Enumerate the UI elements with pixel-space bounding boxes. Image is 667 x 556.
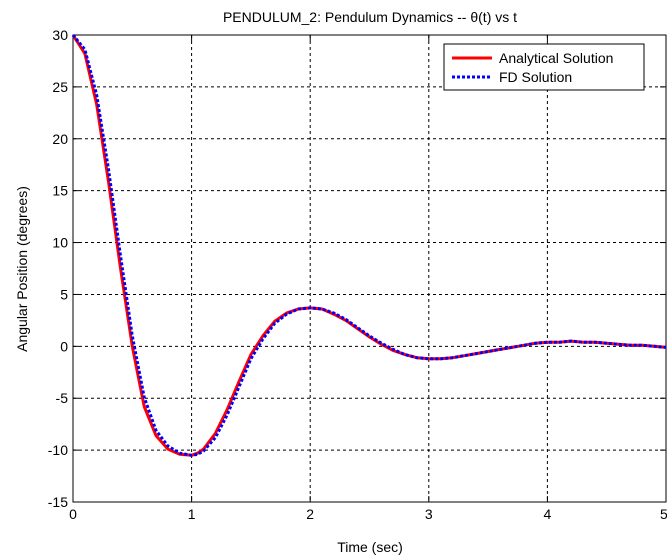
x-tick-label: 4 [544, 506, 552, 522]
y-tick-label: -15 [48, 494, 68, 510]
x-tick-label: 5 [660, 506, 667, 522]
tick-labels: 0 1 2 3 4 5 -15 -10 -5 0 5 10 15 20 25 30 [48, 27, 667, 522]
y-tick-label: 25 [52, 79, 68, 95]
y-tick-label: 0 [60, 338, 68, 354]
axes [72, 34, 667, 503]
y-axis-label: Angular Position (degrees) [14, 186, 30, 352]
series-layer [71, 34, 667, 457]
chart-title: PENDULUM_2: Pendulum Dynamics -- θ(t) vs… [223, 9, 517, 25]
y-tick-label: -5 [56, 390, 69, 406]
x-tick-label: 0 [69, 506, 77, 522]
y-tick-label: 15 [52, 183, 68, 199]
x-tick-label: 3 [425, 506, 433, 522]
y-tick-label: 10 [52, 235, 68, 251]
x-axis-label: Time (sec) [337, 539, 403, 555]
legend: Analytical Solution FD Solution [443, 43, 645, 91]
y-tick-label: -10 [48, 442, 68, 458]
x-tick-label: 2 [306, 506, 314, 522]
plot-frame [72, 34, 667, 503]
y-tick-label: 30 [52, 27, 68, 43]
legend-label-fd: FD Solution [499, 69, 572, 85]
legend-box [443, 43, 645, 91]
legend-label-analytical: Analytical Solution [499, 50, 613, 66]
x-tick-label: 1 [188, 506, 196, 522]
y-tick-label: 20 [52, 131, 68, 147]
series-line-fd [71, 34, 667, 457]
y-tick-label: 5 [60, 286, 68, 302]
